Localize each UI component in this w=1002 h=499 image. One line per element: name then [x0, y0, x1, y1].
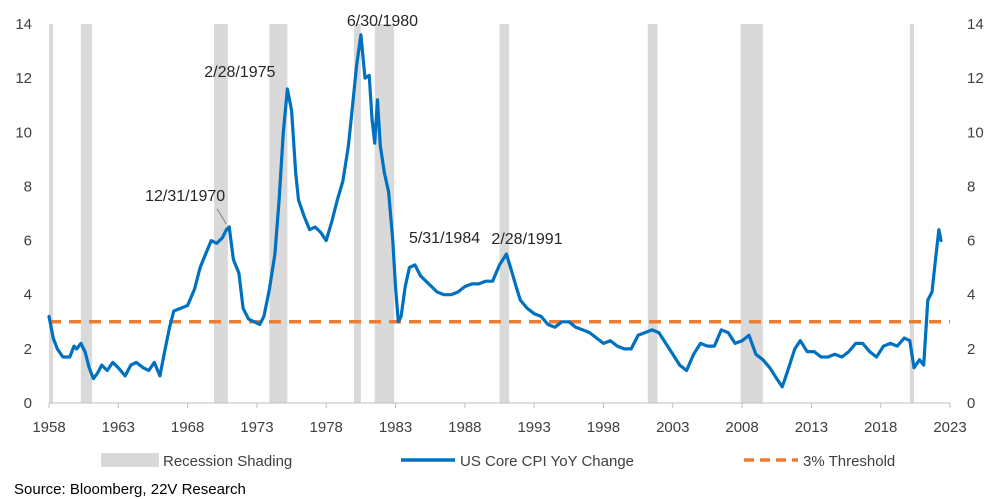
recession-band-6 — [499, 24, 510, 403]
y-tick-label-left: 10 — [15, 124, 32, 141]
x-tick-label: 2018 — [864, 419, 897, 436]
y-tick-label-left: 4 — [24, 287, 32, 304]
annotation-label: 2/28/1975 — [204, 64, 275, 81]
x-tick-label: 2023 — [933, 419, 966, 436]
x-tick-label: 1988 — [448, 419, 481, 436]
recession-band-2 — [213, 24, 228, 403]
y-tick-label-left: 0 — [24, 395, 32, 412]
annotation-label: 5/31/1984 — [409, 230, 480, 247]
y-tick-label-right: 8 — [967, 178, 975, 195]
annotation-label: 2/28/1991 — [491, 231, 562, 248]
y-tick-label-left: 14 — [15, 16, 32, 33]
x-tick-label: 2003 — [656, 419, 689, 436]
y-tick-label-right: 14 — [967, 16, 984, 33]
y-tick-label-right: 10 — [967, 124, 984, 141]
recession-band-7 — [647, 24, 658, 403]
x-axis-ticks: 1958 1963 1968 1973 1978 1983 1988 1993 1998 2003… — [32, 403, 967, 436]
cpi-series-line — [47, 33, 943, 389]
x-tick-label: 1998 — [587, 419, 620, 436]
annotation-label: 6/30/1980 — [347, 13, 418, 30]
y-tick-label-left: 6 — [24, 233, 32, 250]
legend-swatch-recession — [101, 453, 159, 467]
annotations: 12/31/1970 2/28/1975 6/30/1980 5/31/1984 2/2… — [145, 13, 563, 248]
cpi-series-layer — [47, 33, 943, 389]
y-tick-label-right: 2 — [967, 341, 975, 358]
y-tick-label-right: 4 — [967, 287, 975, 304]
y-axis-left-ticks: 0 2 4 6 8 10 12 14 — [15, 16, 32, 412]
recession-band-0 — [49, 24, 54, 403]
recession-band-1 — [80, 24, 92, 403]
x-tick-label: 1973 — [240, 419, 273, 436]
y-tick-label-right: 6 — [967, 233, 975, 250]
x-tick-label: 1993 — [517, 419, 550, 436]
y-tick-label-left: 2 — [24, 341, 32, 358]
legend-label-recession: Recession Shading — [163, 453, 292, 470]
y-axis-right-ticks: 0 2 4 6 8 10 12 14 — [967, 16, 984, 412]
recession-shading-bands — [49, 24, 914, 403]
x-tick-label: 1958 — [32, 419, 65, 436]
y-tick-label-left: 8 — [24, 178, 32, 195]
legend-label-cpi: US Core CPI YoY Change — [460, 453, 634, 470]
x-tick-label: 2013 — [795, 419, 828, 436]
legend: Recession Shading US Core CPI YoY Change 3… — [101, 453, 895, 470]
x-tick-label: 2008 — [725, 419, 758, 436]
x-tick-label: 1983 — [379, 419, 412, 436]
y-tick-label-right: 0 — [967, 395, 975, 412]
annotation-leader — [216, 208, 227, 225]
recession-band-4 — [353, 24, 361, 403]
source-note: Source: Bloomberg, 22V Research — [14, 481, 246, 498]
recession-band-8 — [740, 24, 763, 403]
x-tick-label: 1968 — [171, 419, 204, 436]
y-tick-label-right: 12 — [967, 70, 984, 87]
x-tick-label: 1978 — [310, 419, 343, 436]
recession-band-9 — [909, 24, 914, 403]
x-tick-label: 1963 — [102, 419, 135, 436]
legend-label-threshold: 3% Threshold — [803, 453, 895, 470]
annotation-label: 12/31/1970 — [145, 188, 225, 205]
y-tick-label-left: 12 — [15, 70, 32, 87]
